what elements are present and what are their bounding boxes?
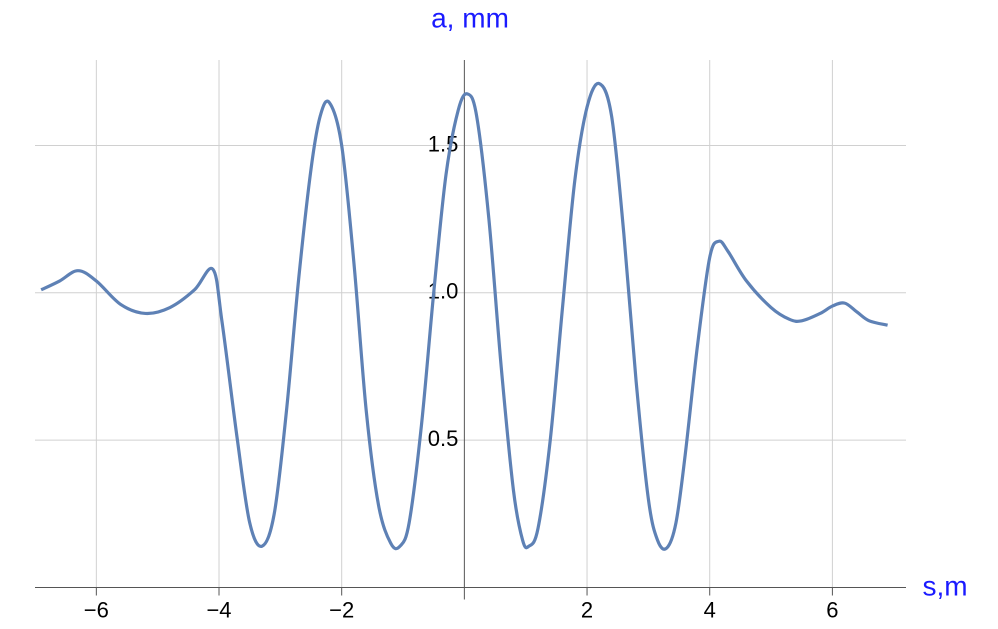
x-tick-label: 4	[704, 597, 716, 622]
x-tick-label: −6	[84, 597, 109, 622]
x-tick-label: −2	[329, 597, 354, 622]
y-axis-label: a, mm	[431, 2, 509, 33]
y-tick-label: 0.5	[428, 426, 459, 451]
data-line	[40, 81, 888, 551]
x-axis-label: s,m	[922, 570, 967, 601]
x-tick-label: 2	[581, 597, 593, 622]
x-tick-label: −4	[206, 597, 231, 622]
x-tick-label: 6	[826, 597, 838, 622]
